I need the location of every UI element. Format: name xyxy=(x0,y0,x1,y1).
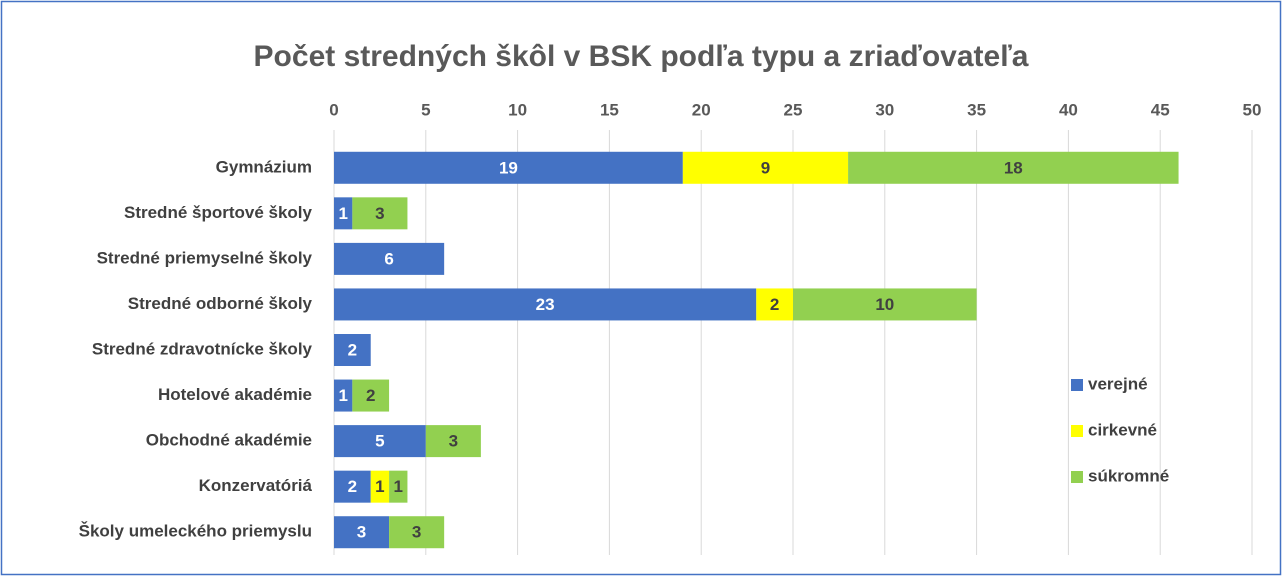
x-tick-label: 20 xyxy=(692,100,711,119)
x-tick-label: 10 xyxy=(508,100,527,119)
data-label: 2 xyxy=(770,295,779,314)
y-tick-label: Školy umeleckého priemyslu xyxy=(79,522,312,541)
legend-label: verejné xyxy=(1088,374,1148,393)
bar-segment xyxy=(389,516,445,549)
data-label: 1 xyxy=(375,477,384,496)
bar-segment xyxy=(848,151,1179,184)
data-label: 2 xyxy=(366,386,375,405)
data-label: 19 xyxy=(499,158,518,177)
data-label: 1 xyxy=(394,477,403,496)
bar-segment xyxy=(352,197,408,230)
bar-segment xyxy=(334,334,371,366)
data-label: 5 xyxy=(375,432,384,451)
y-tick-label: Stredné zdravotnícke školy xyxy=(92,339,313,358)
data-label: 23 xyxy=(536,295,555,314)
bar-segment xyxy=(334,379,353,412)
y-tick-label: Gymnázium xyxy=(216,157,312,176)
data-label: 3 xyxy=(357,523,366,542)
legend-swatch xyxy=(1071,425,1083,437)
x-tick-label: 5 xyxy=(421,100,430,119)
x-tick-label: 35 xyxy=(967,100,986,119)
data-label: 3 xyxy=(375,204,384,223)
x-tick-label: 25 xyxy=(784,100,803,119)
legend-swatch xyxy=(1071,471,1083,483)
bar-segment xyxy=(334,288,757,321)
bar-segment xyxy=(352,379,390,412)
x-tick-label: 30 xyxy=(875,100,894,119)
data-label: 1 xyxy=(338,386,347,405)
x-tick-label: 45 xyxy=(1151,100,1170,119)
chart-title: Počet stredných škôl v BSK podľa typu a … xyxy=(254,40,1029,73)
y-tick-label: Stredné priemyselné školy xyxy=(97,248,313,267)
bar-segment xyxy=(425,425,481,458)
x-tick-label: 0 xyxy=(329,100,338,119)
data-label: 3 xyxy=(412,523,421,542)
legend-swatch xyxy=(1071,379,1083,391)
y-tick-label: Stredné športové školy xyxy=(124,203,313,222)
data-label: 9 xyxy=(761,158,770,177)
bar-segment xyxy=(389,470,408,503)
bar-segment xyxy=(793,288,977,321)
data-label: 18 xyxy=(1004,158,1023,177)
data-label: 3 xyxy=(449,432,458,451)
x-tick-label: 15 xyxy=(600,100,619,119)
y-tick-label: Obchodné akadémie xyxy=(146,431,312,450)
x-tick-label: 40 xyxy=(1059,100,1078,119)
bar-segment xyxy=(334,197,353,230)
bar-segment xyxy=(334,425,426,458)
bar-segment xyxy=(334,470,371,503)
x-tick-label: 50 xyxy=(1243,100,1262,119)
data-label: 6 xyxy=(384,249,393,268)
bar-segment xyxy=(334,242,445,275)
y-tick-label: Konzervatóriá xyxy=(199,476,313,495)
data-label: 1 xyxy=(338,204,347,223)
data-label: 10 xyxy=(875,295,894,314)
legend-label: súkromné xyxy=(1088,466,1169,485)
bar-segment xyxy=(682,151,849,184)
y-tick-label: Stredné odborné školy xyxy=(128,294,313,313)
y-tick-label: Hotelové akadémie xyxy=(158,385,312,404)
bar-segment xyxy=(334,151,683,184)
data-label: 2 xyxy=(348,477,357,496)
data-label: 2 xyxy=(348,340,357,359)
bar-segment xyxy=(370,470,390,503)
bar-segment xyxy=(334,516,390,549)
legend-label: cirkevné xyxy=(1088,420,1157,439)
bar-segment xyxy=(756,288,793,321)
